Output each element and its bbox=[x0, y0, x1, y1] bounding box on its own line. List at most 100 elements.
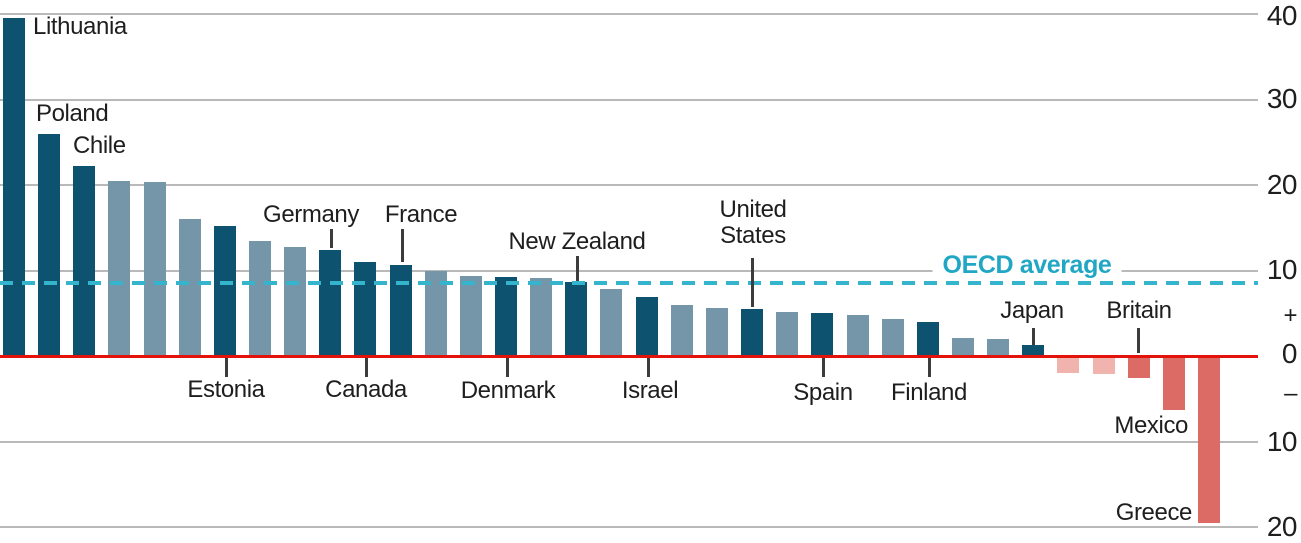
label-line: Britain bbox=[1106, 297, 1172, 324]
bar-unlabeled bbox=[530, 278, 552, 356]
bar-united-states bbox=[741, 309, 763, 356]
label-line: Greece bbox=[1115, 499, 1193, 526]
bar-unlabeled bbox=[284, 247, 306, 356]
oecd-average-line bbox=[0, 281, 1258, 285]
bar-finland bbox=[917, 322, 939, 356]
label-japan: Japan bbox=[1000, 297, 1064, 324]
label-estonia: Estonia bbox=[187, 376, 265, 403]
label-line: Israel bbox=[621, 377, 679, 404]
label-mexico: Mexico bbox=[1114, 413, 1188, 439]
bar-mexico bbox=[1163, 356, 1185, 410]
gridline--20 bbox=[0, 526, 1258, 528]
bar-unlabeled bbox=[425, 271, 447, 357]
y-axis-tick-20-2: 20 bbox=[1266, 169, 1298, 200]
callout-tick-estonia bbox=[225, 358, 228, 377]
bar-unlabeled bbox=[776, 312, 798, 356]
y-axis-tick-40-0: 40 bbox=[1266, 0, 1298, 31]
label-line: Poland bbox=[36, 100, 109, 127]
label-poland: Poland bbox=[36, 100, 109, 127]
label-line: Japan bbox=[1000, 297, 1064, 324]
label-line: Finland bbox=[891, 379, 967, 406]
label-greece: Greece bbox=[1115, 499, 1193, 526]
callout-tick-new-zealand bbox=[576, 256, 579, 281]
label-lithuania: Lithuania bbox=[33, 14, 127, 40]
bar-poland bbox=[38, 134, 60, 356]
bar-unlabeled bbox=[882, 319, 904, 356]
bar-israel bbox=[636, 297, 658, 356]
y-axis-tick-+-4: + bbox=[1283, 302, 1297, 329]
label-united-states: United States bbox=[720, 197, 787, 249]
callout-tick-united-states bbox=[751, 258, 754, 307]
callout-tick-israel bbox=[647, 358, 650, 377]
callout-tick-japan bbox=[1032, 328, 1035, 345]
label-line: New Zealand bbox=[508, 228, 646, 255]
gridline-10 bbox=[0, 270, 1258, 272]
bar-greece bbox=[1198, 356, 1220, 523]
bar-unlabeled bbox=[1093, 356, 1115, 374]
y-axis-tick-30-1: 30 bbox=[1266, 83, 1298, 114]
bar-unlabeled bbox=[706, 308, 728, 356]
bar-spain bbox=[811, 313, 833, 356]
label-line: United bbox=[719, 196, 787, 223]
bar-britain bbox=[1128, 356, 1150, 378]
callout-tick-finland bbox=[928, 358, 931, 377]
bar-unlabeled bbox=[847, 315, 869, 356]
y-axis-tick-20-8: 20 bbox=[1266, 511, 1298, 542]
callout-tick-canada bbox=[365, 358, 368, 377]
bar-estonia bbox=[214, 226, 236, 356]
bar-unlabeled bbox=[671, 305, 693, 356]
bar-france bbox=[390, 265, 412, 356]
bar-unlabeled bbox=[108, 181, 130, 356]
zero-baseline bbox=[0, 355, 1258, 358]
label-spain: Spain bbox=[793, 379, 853, 406]
bar-unlabeled bbox=[249, 241, 271, 356]
callout-tick-denmark bbox=[506, 358, 509, 377]
label-line: Denmark bbox=[460, 377, 556, 404]
bar-lithuania bbox=[3, 18, 25, 356]
bar-canada bbox=[354, 262, 376, 356]
gridline-30 bbox=[0, 99, 1258, 101]
label-finland: Finland bbox=[891, 380, 967, 406]
label-line: Spain bbox=[793, 379, 853, 406]
bar-unlabeled bbox=[144, 182, 166, 356]
label-line: Lithuania bbox=[33, 13, 127, 40]
bar-unlabeled bbox=[179, 219, 201, 356]
callout-tick-spain bbox=[822, 358, 825, 377]
label-line: France bbox=[384, 201, 458, 228]
oecd-average-label: OECD average bbox=[932, 251, 1122, 279]
gridline--10 bbox=[0, 441, 1258, 443]
bar-unlabeled bbox=[952, 338, 974, 356]
y-axis-tick-10-3: 10 bbox=[1266, 254, 1298, 285]
bar-unlabeled bbox=[460, 276, 482, 356]
label-chile: Chile bbox=[73, 133, 126, 159]
bar-new-zealand bbox=[565, 282, 587, 356]
label-france: France bbox=[384, 201, 458, 228]
label-line: States bbox=[720, 222, 786, 249]
callout-tick-britain bbox=[1137, 328, 1140, 353]
callout-tick-france bbox=[401, 229, 404, 262]
bar-japan bbox=[1022, 345, 1044, 356]
label-germany: Germany bbox=[263, 202, 359, 228]
y-axis-tick-10-7: 10 bbox=[1266, 426, 1298, 457]
label-line: Chile bbox=[73, 132, 126, 159]
bar-unlabeled bbox=[987, 339, 1009, 356]
bar-germany bbox=[319, 250, 341, 356]
label-canada: Canada bbox=[325, 377, 407, 403]
bar-chile bbox=[73, 166, 95, 356]
label-line: Mexico bbox=[1114, 412, 1188, 439]
gridline-20 bbox=[0, 184, 1258, 186]
label-israel: Israel bbox=[621, 377, 679, 404]
bar-denmark bbox=[495, 277, 517, 356]
label-new-zealand: New Zealand bbox=[508, 229, 645, 255]
label-line: Germany bbox=[263, 201, 359, 228]
label-denmark: Denmark bbox=[461, 378, 556, 404]
bar-unlabeled bbox=[1057, 356, 1079, 373]
y-axis-tick-–-6: – bbox=[1284, 380, 1297, 407]
label-britain: Britain bbox=[1106, 297, 1172, 324]
label-line: Canada bbox=[325, 376, 407, 403]
label-line: Estonia bbox=[187, 376, 265, 403]
gridline-40 bbox=[0, 13, 1258, 15]
callout-tick-germany bbox=[330, 229, 333, 248]
bar-unlabeled bbox=[600, 289, 622, 356]
